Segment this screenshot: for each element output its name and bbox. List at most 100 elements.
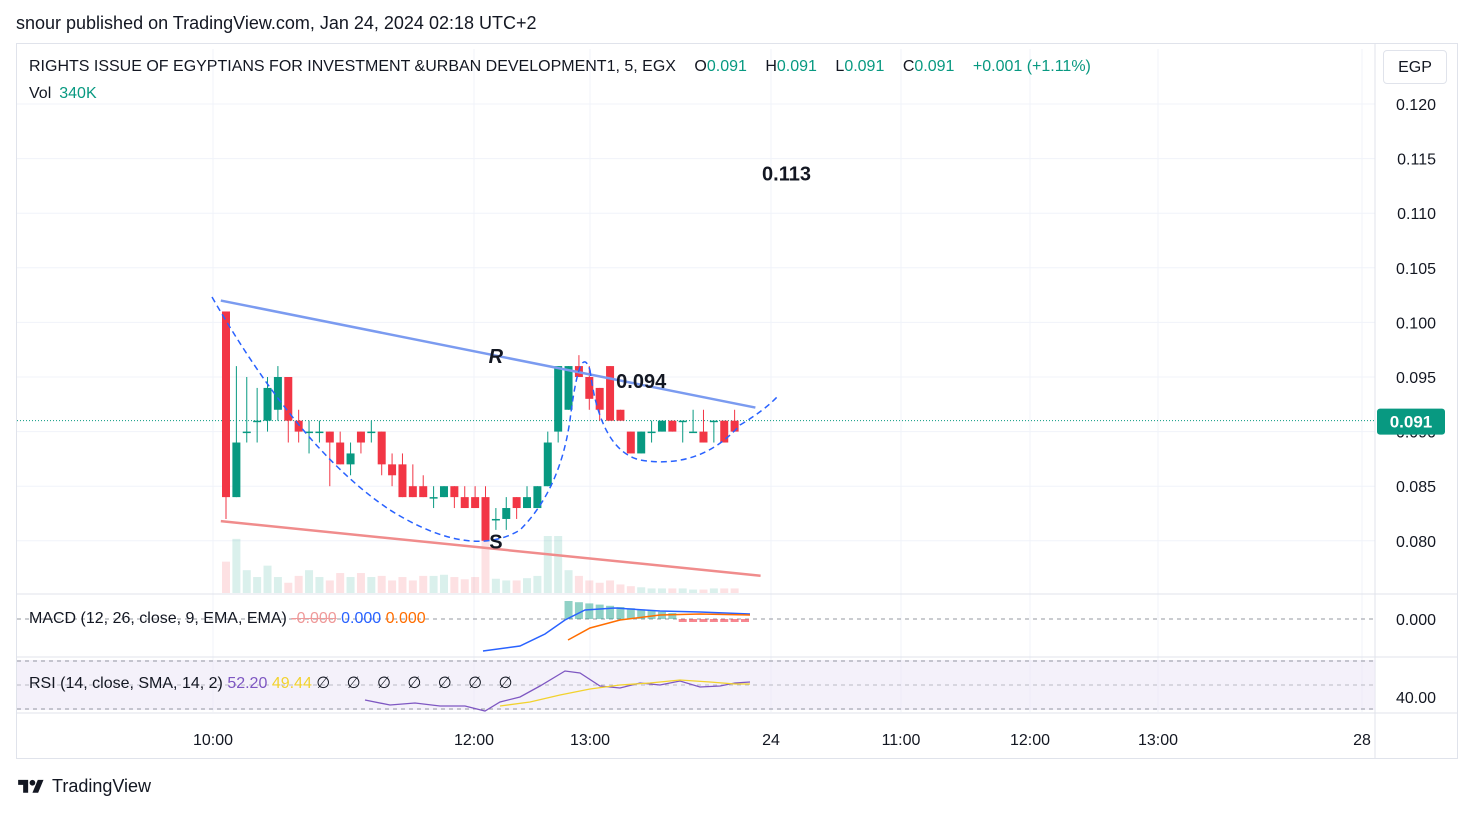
volume-bar	[471, 577, 480, 593]
time-tick-label: 28	[1353, 732, 1371, 749]
price-tick-label: 0.095	[1396, 370, 1436, 387]
close-value: 0.091	[914, 58, 955, 75]
annotation-label: R	[489, 346, 504, 368]
candle-body	[398, 464, 407, 498]
volume-value: 340K	[59, 85, 97, 102]
high-label: H	[765, 58, 777, 75]
tradingview-logo-icon	[18, 779, 44, 793]
volume-bar	[356, 573, 365, 593]
volume-bar	[419, 575, 428, 593]
candle-body	[720, 420, 729, 443]
macd-signal-line	[567, 613, 751, 641]
volume-bar	[429, 575, 438, 593]
volume-bar	[720, 588, 729, 593]
volume-bar	[253, 577, 262, 593]
candle-body	[543, 442, 552, 487]
candle-body	[305, 431, 314, 434]
annotation-label: 0.094	[616, 371, 667, 393]
price-tick-label: 0.100	[1396, 315, 1436, 332]
macd-histogram-bar	[564, 601, 573, 619]
candle-body	[222, 311, 230, 498]
volume-bar	[523, 578, 532, 593]
footer-brand-text: TradingView	[52, 776, 152, 796]
volume-bar	[460, 579, 469, 593]
candle-body	[419, 486, 428, 498]
macd-histogram-bar	[637, 609, 646, 619]
candle-body	[657, 420, 666, 432]
candle-body	[460, 497, 469, 509]
footer-brand[interactable]: TradingView	[16, 776, 151, 797]
volume-bar	[408, 580, 417, 593]
candle-body	[595, 387, 604, 410]
candle-body	[284, 377, 293, 421]
rsi-tick-label: 40.00	[1396, 690, 1436, 707]
candle-body	[325, 431, 334, 443]
volume-bar	[689, 589, 698, 593]
macd-histogram-bar	[574, 602, 583, 619]
rsi-empty-values: ∅ ∅ ∅ ∅ ∅ ∅ ∅	[316, 675, 519, 692]
volume-bar	[273, 577, 282, 593]
candle-body	[523, 497, 532, 509]
candle-body	[616, 409, 625, 421]
macd-histogram-bar	[616, 607, 625, 619]
macd-tick-label: 0.000	[1396, 612, 1436, 629]
candle-body	[699, 431, 708, 443]
candle-body	[439, 486, 448, 498]
current-price-badge	[1377, 408, 1445, 435]
macd-histogram-bar	[730, 619, 739, 622]
candle-body	[450, 486, 459, 498]
price-tick-label: 0.120	[1396, 97, 1436, 114]
candle-body	[533, 486, 542, 509]
volume-bar	[481, 536, 490, 593]
macd-hist-value: -0.000	[291, 610, 337, 627]
price-tick-label: 0.115	[1397, 152, 1436, 169]
volume-bar	[730, 588, 739, 593]
volume-bar	[616, 584, 625, 593]
volume-bar	[668, 588, 677, 593]
symbol-legend[interactable]: RIGHTS ISSUE OF EGYPTIANS FOR INVESTMENT…	[29, 58, 1091, 76]
candle-body	[512, 497, 521, 509]
candle-body	[564, 366, 573, 410]
volume-legend[interactable]: Vol 340K	[29, 85, 97, 103]
candle-body	[730, 420, 739, 432]
volume-bar	[626, 586, 635, 593]
candle-body	[481, 497, 490, 541]
open-value: 0.091	[706, 58, 747, 75]
candle-body	[377, 431, 386, 465]
candle-body	[242, 431, 251, 434]
volume-bar	[367, 577, 376, 593]
time-tick-label: 11:00	[882, 732, 921, 749]
volume-bar	[305, 570, 314, 593]
volume-bar	[709, 588, 718, 593]
publisher-line: snour published on TradingView.com, Jan …	[16, 13, 537, 33]
time-tick-label: 12:00	[1010, 732, 1050, 749]
chart-frame	[16, 43, 1458, 759]
time-tick-label: 10:00	[193, 732, 233, 749]
macd-legend[interactable]: MACD (12, 26, close, 9, EMA, EMA) -0.000…	[29, 610, 426, 628]
candle-body	[626, 431, 635, 454]
volume-label: Vol	[29, 85, 52, 102]
macd-signal-value: 0.000	[385, 610, 426, 627]
volume-bar	[450, 577, 459, 593]
price-tick-label: 0.110	[1397, 206, 1436, 223]
candle-body	[491, 518, 500, 521]
volume-bar	[377, 575, 386, 593]
candle-body	[232, 442, 241, 498]
candle-body	[637, 431, 646, 454]
open-label: O	[694, 58, 707, 75]
handle-curve	[589, 369, 779, 463]
volume-bar	[585, 580, 594, 593]
currency-button[interactable]: EGP	[1383, 50, 1447, 84]
macd-histogram-bar	[585, 603, 594, 619]
volume-bar	[564, 570, 573, 593]
volume-bar	[222, 561, 230, 593]
symbol-name[interactable]: RIGHTS ISSUE OF EGYPTIANS FOR INVESTMENT…	[29, 58, 676, 75]
candle-body	[709, 420, 718, 423]
candle-body	[346, 453, 355, 465]
candle-body	[554, 366, 563, 432]
volume-bar	[574, 575, 583, 593]
rsi-line	[364, 670, 751, 712]
volume-bar	[346, 577, 355, 593]
rsi-legend[interactable]: RSI (14, close, SMA, 14, 2) 52.20 49.44 …	[29, 673, 519, 693]
